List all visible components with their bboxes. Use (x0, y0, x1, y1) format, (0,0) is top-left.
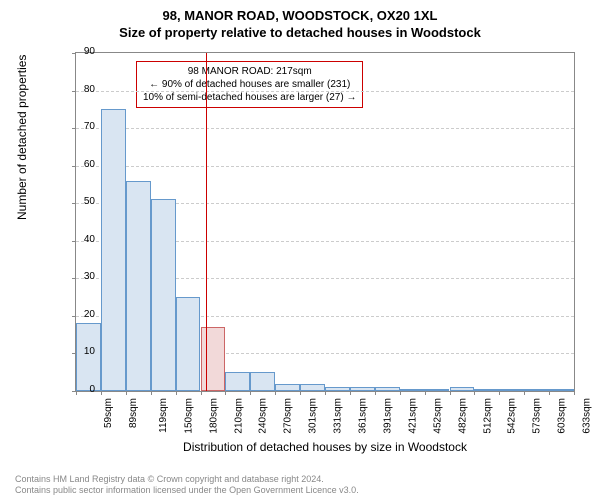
x-tick-mark (450, 391, 451, 395)
annotation-line: 10% of semi-detached houses are larger (… (143, 91, 356, 104)
histogram-bar (325, 387, 350, 391)
y-tick-label: 30 (70, 271, 95, 282)
x-tick-label: 421sqm (407, 398, 418, 434)
x-tick-mark (101, 391, 102, 395)
footer-line: Contains HM Land Registry data © Crown c… (15, 474, 359, 486)
x-tick-label: 542sqm (507, 398, 518, 434)
x-tick-mark (201, 391, 202, 395)
histogram-bar (300, 384, 325, 392)
x-tick-label: 331sqm (333, 398, 344, 434)
annotation-line: ← 90% of detached houses are smaller (23… (143, 78, 356, 91)
x-tick-mark (350, 391, 351, 395)
histogram-bar-highlight (201, 327, 226, 391)
gridline (76, 128, 574, 129)
y-tick-label: 40 (70, 234, 95, 245)
gridline (76, 166, 574, 167)
x-tick-label: 150sqm (183, 398, 194, 434)
y-tick-label: 70 (70, 121, 95, 132)
y-axis-label: Number of detached properties (15, 55, 29, 220)
x-tick-label: 391sqm (382, 398, 393, 434)
histogram-bar (350, 387, 375, 391)
histogram-bar (474, 389, 499, 391)
x-tick-mark (176, 391, 177, 395)
histogram-bar (400, 389, 425, 391)
y-tick-label: 80 (70, 84, 95, 95)
x-tick-mark (425, 391, 426, 395)
x-tick-mark (126, 391, 127, 395)
x-tick-mark (499, 391, 500, 395)
x-tick-mark (300, 391, 301, 395)
histogram-bar (450, 387, 475, 391)
x-tick-label: 119sqm (158, 398, 169, 433)
x-tick-label: 573sqm (532, 398, 543, 434)
property-marker-line (206, 53, 207, 391)
x-tick-label: 301sqm (308, 398, 319, 434)
histogram-bar (425, 389, 450, 391)
histogram-bar (375, 387, 400, 391)
histogram-bar (225, 372, 250, 391)
x-tick-mark (400, 391, 401, 395)
histogram-bar (176, 297, 201, 391)
x-tick-mark (275, 391, 276, 395)
y-tick-label: 10 (70, 346, 95, 357)
histogram-bar (250, 372, 275, 391)
x-tick-label: 59sqm (103, 398, 114, 428)
histogram-bar (549, 389, 574, 391)
chart-plot-area: 98 MANOR ROAD: 217sqm ← 90% of detached … (75, 52, 575, 392)
histogram-bar (275, 384, 300, 392)
x-tick-mark (375, 391, 376, 395)
histogram-bar (499, 389, 524, 391)
x-tick-mark (325, 391, 326, 395)
histogram-bar (524, 389, 549, 391)
x-tick-label: 210sqm (233, 398, 244, 434)
x-tick-label: 361sqm (358, 398, 369, 434)
x-tick-label: 482sqm (457, 398, 468, 434)
x-tick-mark (524, 391, 525, 395)
chart-title-sub: Size of property relative to detached ho… (0, 23, 600, 40)
footer-attribution: Contains HM Land Registry data © Crown c… (15, 474, 359, 497)
gridline (76, 91, 574, 92)
x-tick-mark (474, 391, 475, 395)
x-tick-mark (151, 391, 152, 395)
x-tick-mark (549, 391, 550, 395)
annotation-line: 98 MANOR ROAD: 217sqm (143, 65, 356, 78)
y-tick-label: 90 (70, 46, 95, 57)
x-tick-label: 240sqm (258, 398, 269, 434)
x-axis-label: Distribution of detached houses by size … (75, 440, 575, 454)
x-tick-label: 512sqm (482, 398, 493, 434)
y-tick-label: 0 (70, 384, 95, 395)
histogram-bar (126, 181, 151, 391)
x-tick-label: 633sqm (582, 398, 593, 434)
x-tick-mark (250, 391, 251, 395)
histogram-bar (101, 109, 126, 391)
histogram-bar (151, 199, 176, 391)
annotation-box: 98 MANOR ROAD: 217sqm ← 90% of detached … (136, 61, 363, 108)
y-tick-label: 20 (70, 309, 95, 320)
x-tick-label: 270sqm (283, 398, 294, 434)
x-tick-mark (225, 391, 226, 395)
y-tick-label: 50 (70, 196, 95, 207)
x-tick-label: 603sqm (557, 398, 568, 434)
x-tick-label: 180sqm (208, 398, 219, 434)
x-tick-mark (574, 391, 575, 395)
x-tick-label: 452sqm (432, 398, 443, 434)
footer-line: Contains public sector information licen… (15, 485, 359, 497)
x-tick-label: 89sqm (128, 398, 139, 428)
chart-title-main: 98, MANOR ROAD, WOODSTOCK, OX20 1XL (0, 0, 600, 23)
y-tick-label: 60 (70, 159, 95, 170)
